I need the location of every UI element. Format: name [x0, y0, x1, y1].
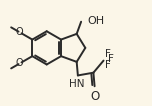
Text: HN: HN — [69, 79, 85, 89]
Text: O: O — [16, 27, 23, 37]
Text: F: F — [105, 60, 110, 70]
Text: F: F — [105, 49, 110, 59]
Text: O: O — [90, 90, 99, 103]
Text: F: F — [108, 54, 114, 64]
Text: O: O — [16, 58, 23, 68]
Text: OH: OH — [87, 16, 104, 26]
